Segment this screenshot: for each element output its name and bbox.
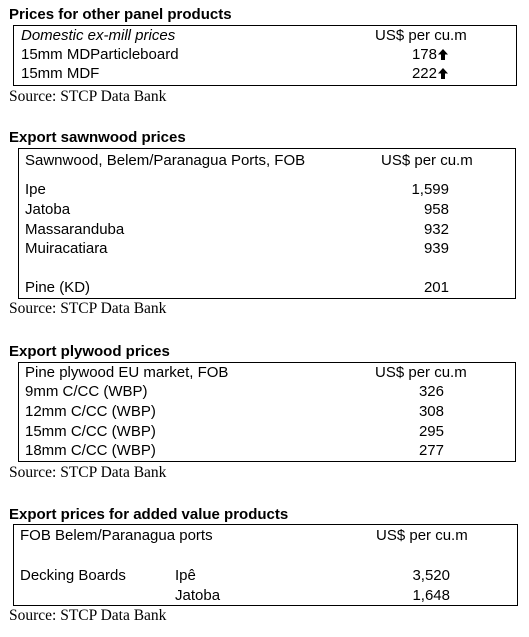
panel-col-label: Domestic ex-mill prices [21, 27, 176, 44]
plywood-table: Pine plywood EU market, FOB US$ per cu.m… [18, 362, 516, 462]
panel-row-label: 15mm MDParticleboard [21, 46, 179, 63]
panel-col-unit: US$ per cu.m [375, 27, 467, 44]
sawnwood-row-label: Pine (KD) [25, 279, 91, 296]
plywood-row-value: 295 [418, 423, 444, 440]
species-label: Ipê [175, 567, 196, 584]
panel-row-value: 178 [354, 46, 448, 64]
plywood-row-label: 12mm C/CC (WBP) [25, 403, 156, 420]
sawnwood-heading: Export sawnwood prices [9, 129, 186, 146]
panel-row-value: 222 [354, 65, 448, 83]
plywood-row-value: 277 [418, 442, 444, 459]
added-value-col-unit: US$ per cu.m [376, 527, 468, 544]
panel-prices-heading: Prices for other panel products [9, 6, 232, 23]
plywood-col-unit: US$ per cu.m [375, 364, 467, 381]
added-value-row-value: 1,648 [412, 587, 450, 604]
plywood-row-label: 15mm C/CC (WBP) [25, 423, 156, 440]
plywood-row-label: 18mm C/CC (WBP) [25, 442, 156, 459]
sawnwood-row-value: 958 [423, 201, 449, 218]
decking-boards-label: Decking Boards [20, 567, 126, 584]
sawnwood-row-value: 201 [423, 279, 449, 296]
added-value-table: FOB Belem/Paranagua ports US$ per cu.m D… [13, 524, 518, 606]
sawnwood-row-label: Massaranduba [25, 221, 125, 238]
plywood-source: Source: STCP Data Bank [9, 464, 167, 481]
sawnwood-row-label: Ipe [25, 181, 46, 198]
added-value-heading: Export prices for added value products [9, 506, 289, 523]
sawnwood-row-label: Jatoba [25, 201, 71, 218]
panel-value-text: 222 [411, 65, 437, 82]
sawnwood-col-label: Sawnwood, Belem/Paranagua Ports, FOB [25, 152, 306, 169]
added-value-col-label: FOB Belem/Paranagua ports [20, 527, 213, 544]
plywood-row-value: 326 [418, 383, 444, 400]
arrow-up-icon [438, 68, 448, 79]
plywood-heading: Export plywood prices [9, 343, 170, 360]
added-value-row-value: 3,520 [412, 567, 450, 584]
sawnwood-row-label: Muiracatiara [25, 240, 108, 257]
arrow-up-icon [438, 49, 448, 60]
added-value-source: Source: STCP Data Bank [9, 607, 167, 624]
panel-row-label: 15mm MDF [21, 65, 100, 82]
plywood-row-value: 308 [418, 403, 444, 420]
plywood-col-label: Pine plywood EU market, FOB [25, 364, 229, 381]
panel-value-text: 178 [411, 46, 437, 63]
plywood-row-label: 9mm C/CC (WBP) [25, 383, 148, 400]
sawnwood-row-value: 932 [423, 221, 449, 238]
sawnwood-row-value: 1,599 [411, 181, 449, 198]
sawnwood-table: Sawnwood, Belem/Paranagua Ports, FOB US$… [18, 148, 516, 299]
panel-source: Source: STCP Data Bank [9, 88, 167, 105]
sawnwood-col-unit: US$ per cu.m [381, 152, 473, 169]
sawnwood-source: Source: STCP Data Bank [9, 300, 167, 317]
sawnwood-row-value: 939 [423, 240, 449, 257]
species-label: Jatoba [175, 587, 221, 604]
panel-prices-table: Domestic ex-mill prices US$ per cu.m 15m… [13, 25, 517, 86]
